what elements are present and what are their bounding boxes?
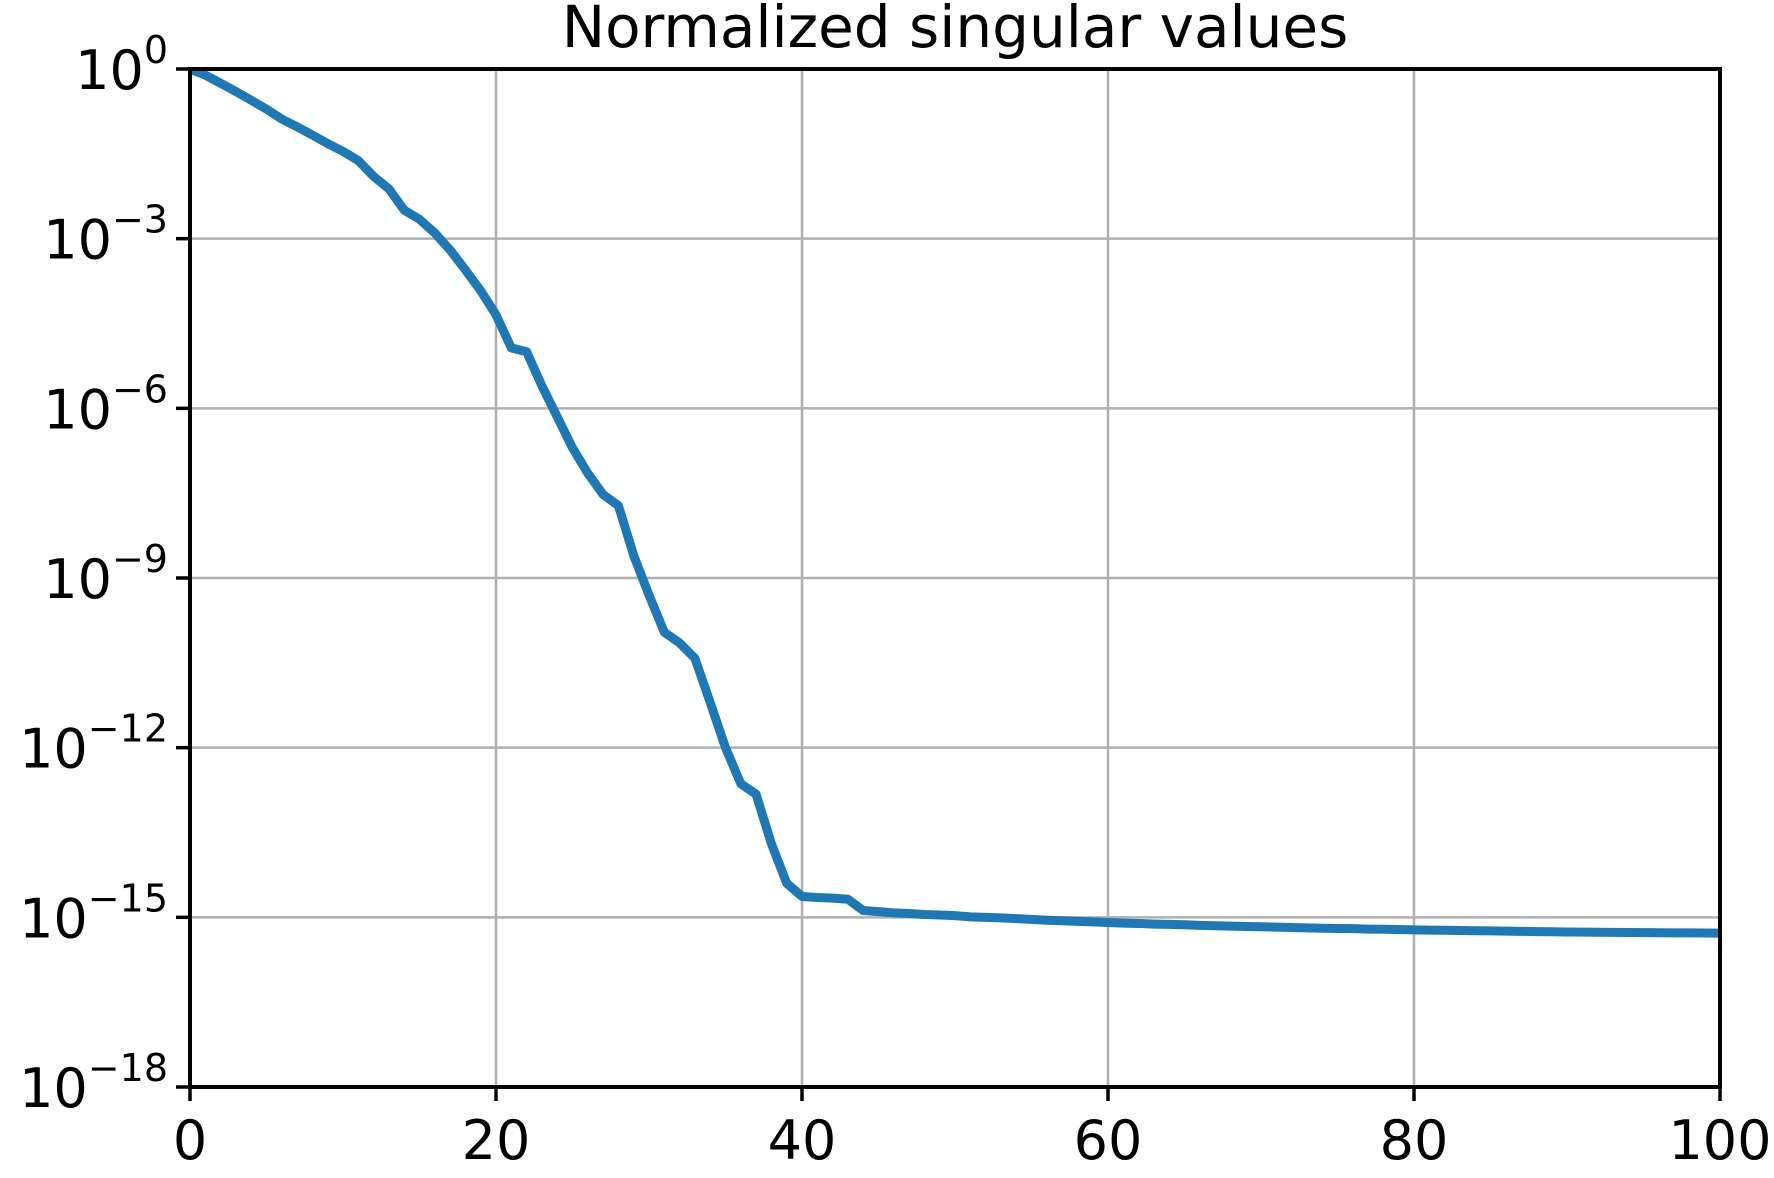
singular-values-line (190, 69, 1720, 938)
x-tick-label: 100 (1668, 1109, 1771, 1172)
y-tick-label: 10−3 (43, 198, 168, 272)
x-tick-label: 40 (768, 1109, 837, 1172)
x-tick-label: 80 (1380, 1109, 1449, 1172)
y-tick-label: 10−15 (19, 876, 168, 950)
y-tick-label: 10−18 (19, 1046, 168, 1120)
x-tick-label: 0 (173, 1109, 207, 1172)
y-tick-label: 10−9 (43, 537, 168, 611)
tick-marks (176, 67, 1722, 1101)
y-tick-label: 10−12 (19, 707, 168, 781)
y-tick-label: 10−6 (43, 367, 168, 441)
y-tick-labels: 100 10−3 10−6 10−9 10−12 10−15 10−18 (19, 28, 168, 1120)
x-tick-label: 20 (462, 1109, 531, 1172)
x-tick-label: 60 (1074, 1109, 1143, 1172)
chart-title: Normalized singular values (562, 0, 1349, 61)
y-tick-label: 100 (75, 28, 168, 102)
series (190, 69, 1720, 938)
x-tick-labels: 0 20 40 60 80 100 (173, 1109, 1772, 1172)
